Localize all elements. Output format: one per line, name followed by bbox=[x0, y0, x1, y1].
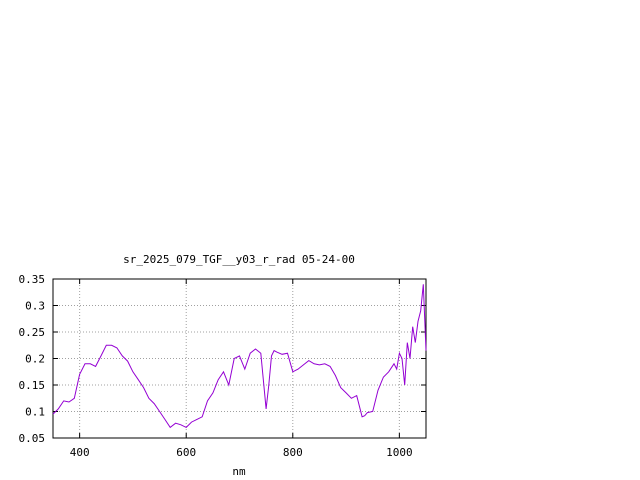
x-tick-label: 400 bbox=[70, 446, 90, 459]
y-tick-label: 0.25 bbox=[19, 326, 46, 339]
y-tick-label: 0.05 bbox=[19, 432, 46, 445]
grid bbox=[53, 279, 426, 438]
chart-title: sr_2025_079_TGF__y03_r_rad 05-24-00 bbox=[123, 253, 355, 266]
tick-labels: 400 600 800 1000 0.05 0.1 0.15 0.2 0.25 0.3 0.35 bbox=[19, 273, 413, 459]
y-tick-label: 0.1 bbox=[25, 406, 45, 419]
x-tick-label: 800 bbox=[283, 446, 303, 459]
y-tick-label: 0.3 bbox=[25, 300, 45, 313]
x-tick-label: 600 bbox=[176, 446, 196, 459]
axis-ticks bbox=[53, 278, 426, 439]
series-layer bbox=[52, 284, 427, 429]
y-tick-label: 0.15 bbox=[19, 379, 46, 392]
x-axis-label: nm bbox=[232, 465, 246, 478]
y-tick-label: 0.2 bbox=[25, 353, 45, 366]
x-tick-label: 1000 bbox=[386, 446, 413, 459]
series-line bbox=[52, 284, 427, 429]
y-tick-label: 0.35 bbox=[19, 273, 46, 286]
